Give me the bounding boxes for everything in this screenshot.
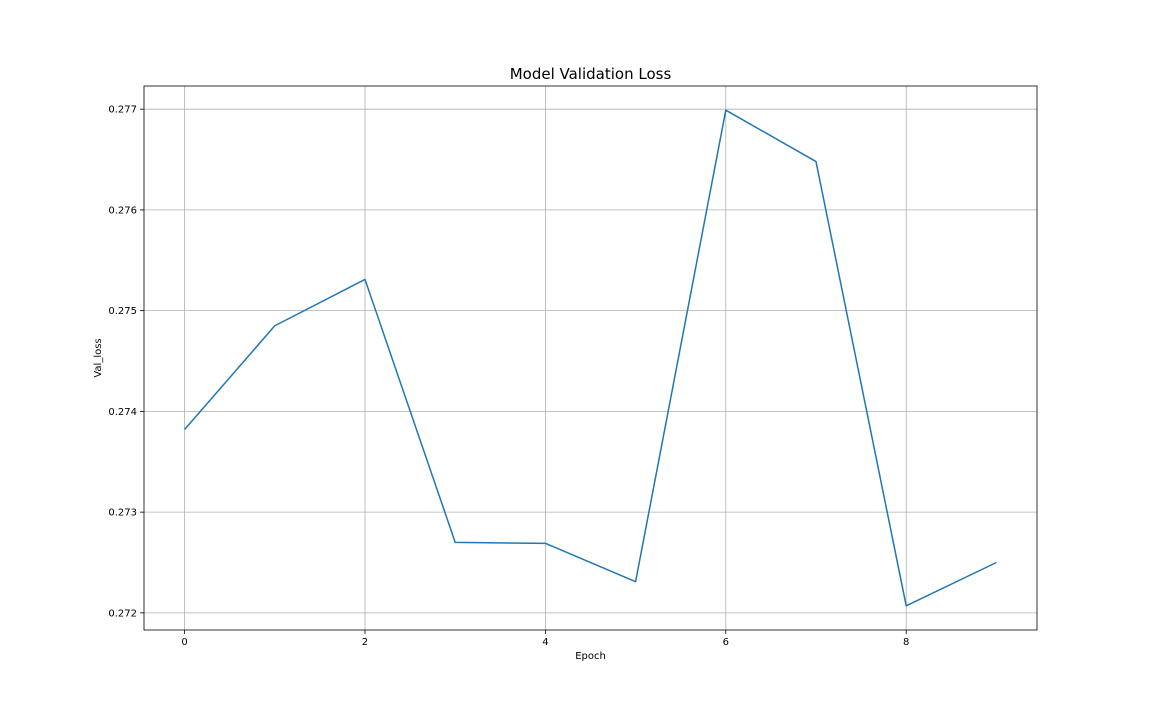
- series-line: [184, 109, 997, 607]
- x-tick-label: 8: [903, 637, 909, 648]
- y-tick-label: 0.273: [108, 508, 137, 519]
- y-tick-label: 0.276: [108, 205, 137, 216]
- ticks-layer: 0 2 4 6 8 0.272 0.273 0.274 0.275 0.276 0.277: [108, 105, 909, 648]
- x-tick-label: 2: [362, 637, 368, 648]
- x-axis-label: Epoch: [575, 651, 606, 662]
- x-tick-label: 0: [181, 637, 187, 648]
- y-tick-label: 0.275: [108, 306, 137, 317]
- y-tick-label: 0.277: [108, 105, 137, 116]
- y-tick-label: 0.274: [108, 407, 137, 418]
- x-tick-label: 4: [542, 637, 548, 648]
- series-layer: [184, 109, 997, 607]
- chart-title: Model Validation Loss: [510, 65, 672, 83]
- x-tick-label: 6: [723, 637, 729, 648]
- y-axis-label: Val_loss: [93, 338, 104, 377]
- y-tick-label: 0.272: [108, 608, 137, 619]
- plot-frame: [143, 85, 1038, 631]
- grid-layer: [144, 86, 1037, 630]
